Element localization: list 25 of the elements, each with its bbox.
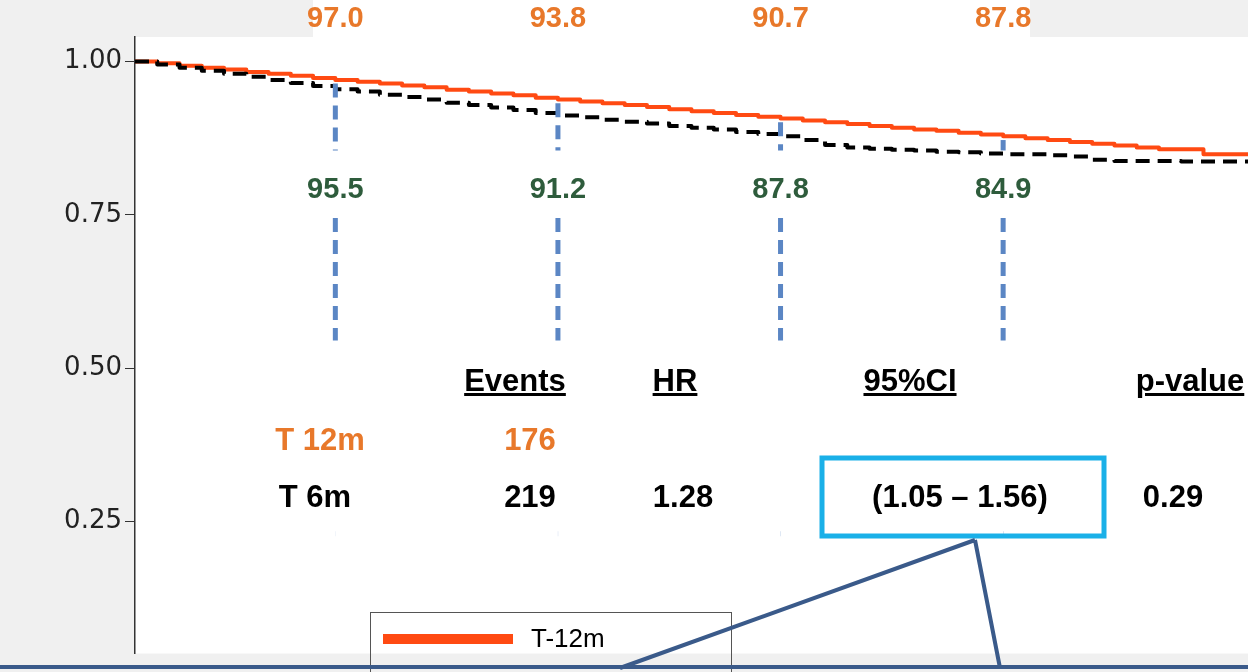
text: 87.8 xyxy=(974,0,1032,33)
annotation: 219 xyxy=(504,479,556,514)
annotation: 84.9 xyxy=(974,172,1032,205)
annotation: p-value xyxy=(1135,363,1245,398)
annotation: 95.5 xyxy=(307,172,364,205)
annotation: T 6m xyxy=(278,479,352,514)
annotation: (1.05 – 1.56) xyxy=(872,479,1048,514)
y-tick-label: 1.00 xyxy=(64,44,122,75)
legend-label: T-12m xyxy=(531,623,605,654)
annotation: 176 xyxy=(504,422,556,457)
annotation: 1.28 xyxy=(652,479,714,514)
text: 90.7 xyxy=(752,0,809,33)
annotation: T 12m xyxy=(275,422,365,457)
annotation: 91.2 xyxy=(529,172,587,205)
annotation: Events xyxy=(464,363,566,398)
text: 97.0 xyxy=(307,0,364,33)
annotation: 95%CI xyxy=(863,363,957,398)
text: 93.8 xyxy=(529,0,587,33)
legend-frame: T-12m xyxy=(370,612,732,672)
annotation: 87.8 xyxy=(752,172,809,205)
annotation: 0.29 xyxy=(1142,479,1204,514)
y-tick-label: 0.50 xyxy=(64,350,122,381)
y-tick-label: 0.25 xyxy=(64,504,122,535)
y-tick-label: 0.75 xyxy=(64,197,122,228)
annotation: HR xyxy=(652,363,698,398)
